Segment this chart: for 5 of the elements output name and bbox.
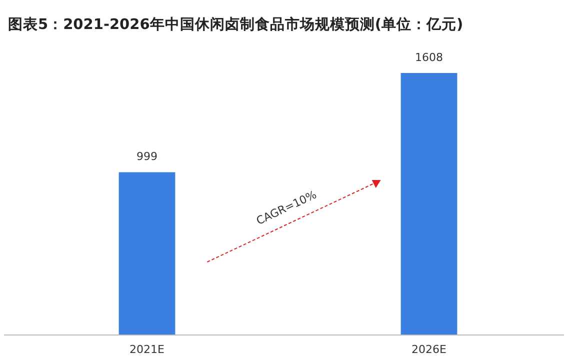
- x-tick-label: 2026E: [412, 343, 447, 356]
- data-label: 1608: [415, 51, 443, 64]
- chart-title: 图表5：2021-2026年中国休闲卤制食品市场规模预测(单位：亿元): [8, 15, 464, 33]
- data-label: 999: [136, 150, 158, 164]
- x-tick-label: 2021E: [130, 343, 165, 356]
